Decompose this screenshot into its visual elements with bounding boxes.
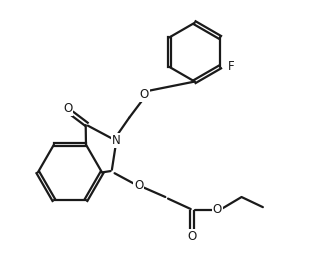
Text: F: F: [228, 60, 235, 73]
Text: O: O: [63, 102, 72, 115]
Text: O: O: [187, 230, 197, 243]
Text: O: O: [134, 179, 143, 192]
Text: O: O: [213, 203, 222, 216]
Text: O: O: [139, 88, 149, 102]
Text: N: N: [112, 134, 120, 147]
